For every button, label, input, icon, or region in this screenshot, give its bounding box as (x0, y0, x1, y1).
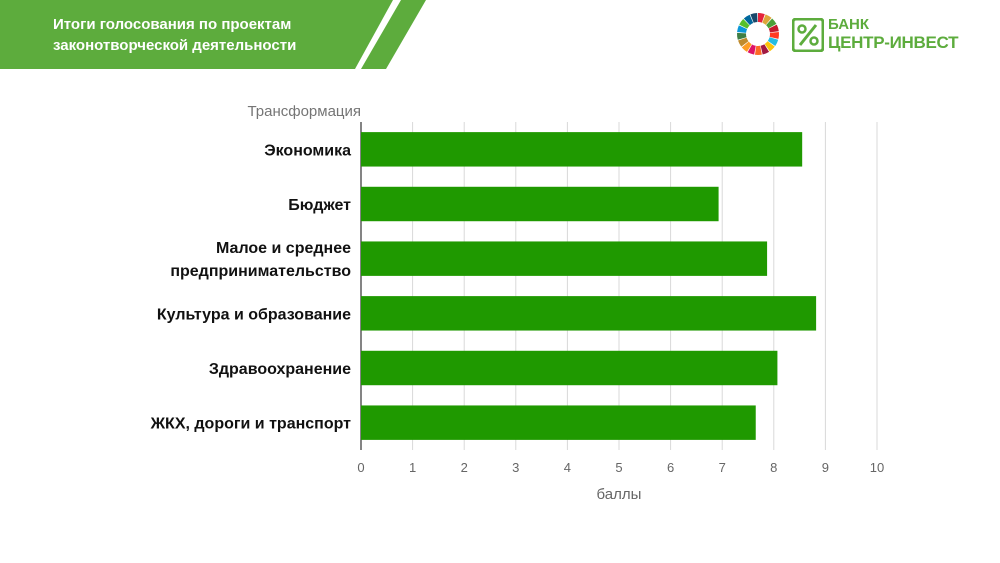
x-tick-label: 10 (870, 460, 884, 475)
bars (361, 132, 817, 440)
x-tick-label: 8 (770, 460, 777, 475)
header-title-panel (0, 0, 393, 69)
sdg-wheel-segment (768, 24, 779, 33)
x-tick-label: 4 (564, 460, 571, 475)
x-tick-label: 7 (719, 460, 726, 475)
x-tick-label: 6 (667, 460, 674, 475)
bank-name-line2: ЦЕНТР-ИНВЕСТ (828, 33, 959, 52)
sdg-wheel-segment (758, 13, 765, 23)
sdg-wheel-segment (750, 13, 758, 23)
category-label: Экономика (264, 142, 351, 159)
sdg-wheel-segment (760, 44, 770, 55)
sdg-wheel-segment (754, 45, 762, 55)
bar (361, 405, 756, 440)
category-label: Культура и образование (157, 306, 351, 323)
category-label: Малое и среднее предпринимательство (170, 240, 351, 280)
header-band (0, 0, 426, 69)
header-accent-stripe (361, 0, 426, 69)
bar (361, 296, 817, 331)
sdg-wheel-segment (767, 37, 779, 46)
bar (361, 350, 778, 386)
x-tick-label: 5 (615, 460, 622, 475)
bank-name-line1: БАНК (828, 16, 870, 33)
bar (361, 186, 719, 222)
grid-lines (360, 122, 878, 450)
x-tick-label: 1 (409, 460, 416, 475)
x-tick-label: 3 (512, 460, 519, 475)
sdg-wheel-segment (766, 18, 777, 29)
category-labels: Экономика Бюджет Малое и среднее предприним… (150, 142, 352, 432)
slide-title-line1: Итоги голосования по проектам (53, 16, 292, 33)
category-label: Здравоохранение (209, 361, 351, 378)
slide-title: Итоги голосования по проектам законотвор… (53, 14, 363, 56)
sdg-wheel-segment (737, 25, 748, 33)
x-axis-title: баллы (597, 486, 642, 503)
bar (361, 132, 803, 167)
x-tick-label: 9 (822, 460, 829, 475)
sdg-wheel-segment (739, 19, 750, 29)
sdg-wheel-segment (747, 44, 756, 55)
sdg-wheel-segment (741, 41, 752, 52)
x-tick-labels: 0 1 2 3 4 5 6 7 8 9 10 (357, 460, 884, 475)
sdg-wheel-segment (738, 37, 749, 47)
slide-title-line2: законотворческой деятельности (53, 37, 297, 54)
bar (361, 241, 768, 276)
sdg-wheel-icon (737, 13, 779, 55)
x-tick-label: 0 (357, 460, 364, 475)
sdg-wheel-segment (737, 32, 747, 40)
bank-name: БАНК ЦЕНТР-ИНВЕСТ (828, 16, 958, 52)
chart-title: Трансформация (247, 103, 361, 120)
x-tick-label: 2 (461, 460, 468, 475)
centr-invest-mark-icon (792, 18, 824, 52)
sdg-wheel-segment (743, 14, 754, 26)
sdg-wheel-segment (762, 14, 772, 25)
sdg-wheel-segment (769, 32, 779, 39)
category-label: ЖКХ, дороги и транспорт (150, 416, 352, 433)
category-label: Бюджет (288, 197, 351, 214)
sdg-wheel-segment (764, 41, 775, 52)
logo-area: БАНК ЦЕНТР-ИНВЕСТ (728, 12, 978, 64)
